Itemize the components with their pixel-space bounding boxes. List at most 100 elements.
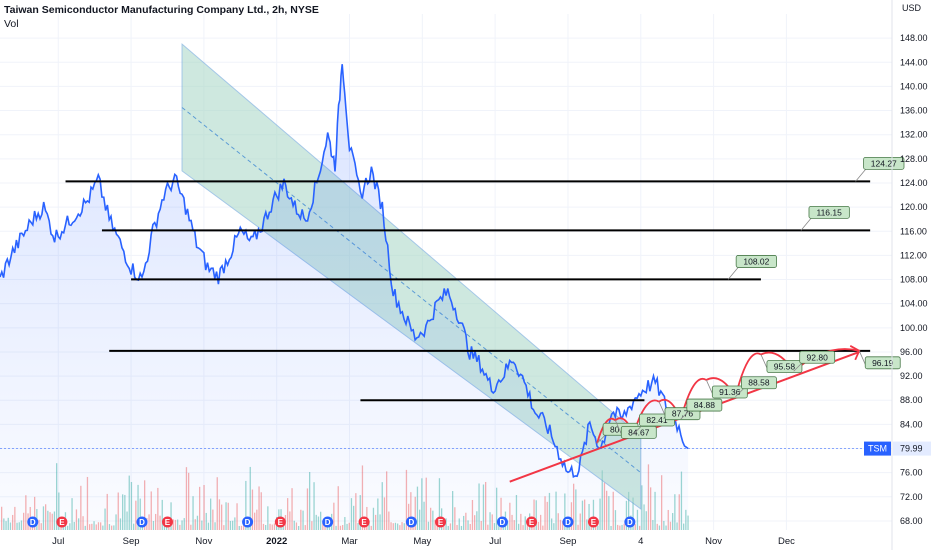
x-tick-label: Mar — [341, 536, 357, 547]
callout-leader — [793, 362, 802, 372]
y-tick-label: 116.00 — [900, 226, 927, 236]
callout-box — [686, 398, 723, 412]
callout-leader — [735, 388, 744, 398]
callout-text: 96.19 — [872, 358, 894, 368]
callout-leader — [680, 410, 690, 420]
event-marker — [526, 516, 538, 528]
y-tick-label: 96.00 — [900, 347, 923, 357]
callout-text: 92.80 — [807, 352, 829, 362]
event-marker — [624, 516, 636, 528]
x-tick-label: Jul — [489, 536, 501, 547]
callout-text: 124.27 — [871, 158, 897, 168]
event-marker-label: D — [627, 518, 633, 527]
x-tick-label: Nov — [705, 536, 722, 547]
callout-box — [864, 356, 901, 370]
y-tick-label: 112.00 — [900, 250, 927, 260]
event-marker — [405, 516, 417, 528]
y-tick-label: 128.00 — [900, 154, 928, 164]
event-marker — [587, 516, 599, 528]
event-marker-label: E — [59, 518, 65, 527]
event-marker-label: D — [409, 518, 415, 527]
callout-box — [735, 255, 777, 268]
event-marker — [27, 516, 39, 528]
y-tick-label: 144.00 — [900, 57, 928, 67]
callout-box — [799, 350, 836, 364]
callout-box — [711, 385, 748, 399]
y-tick-label: 132.00 — [900, 130, 928, 140]
event-marker — [274, 516, 286, 528]
callout-text: 87.76 — [672, 409, 694, 419]
x-tick-label: Sep — [123, 536, 140, 547]
last-price-text: 79.99 — [900, 444, 923, 454]
event-marker — [136, 516, 148, 528]
callout-text: 84.67 — [628, 427, 650, 437]
callout-text: 116.15 — [816, 207, 842, 217]
callout-leader — [855, 169, 866, 182]
y-tick-label: 76.00 — [900, 468, 923, 478]
y-tick-label: 100.00 — [900, 323, 928, 333]
callout-text: 108.02 — [743, 256, 769, 266]
horizontal-levels[interactable] — [65, 180, 871, 402]
callout-text: 84.88 — [694, 400, 716, 410]
chart-header: Taiwan Semiconductor Manufacturing Compa… — [4, 3, 319, 31]
event-marker-label: E — [165, 518, 171, 527]
callout-text: 80.87 — [610, 424, 632, 434]
event-marker-label: E — [278, 518, 284, 527]
callout-leader — [633, 425, 642, 435]
event-marker-label: D — [139, 518, 145, 527]
event-marker-label: D — [565, 518, 571, 527]
event-marker-label: E — [361, 518, 367, 527]
callout-box — [808, 205, 850, 219]
last-price-tag — [893, 441, 931, 456]
x-axis: Jul Sep Nov 2022 Mar May Jul Sep 4 Nov Dec — [52, 536, 795, 547]
symbol-tag-text: TSM — [868, 444, 887, 454]
callout-leader — [596, 434, 606, 444]
symbol-tag — [864, 441, 891, 456]
y-tick-label: 104.00 — [900, 299, 928, 309]
y-tick-label: 124.00 — [900, 178, 928, 188]
x-tick-label: Dec — [778, 536, 795, 547]
price-series-line — [0, 64, 689, 478]
event-marker — [242, 516, 254, 528]
event-marker — [496, 516, 508, 528]
x-tick-label: Nov — [195, 536, 212, 547]
event-marker-label: E — [591, 518, 597, 527]
callout-box — [741, 376, 777, 390]
price-area — [0, 64, 689, 530]
x-tick-label: 4 — [638, 536, 643, 547]
callout-leader — [800, 218, 812, 231]
projection-segment — [596, 417, 616, 444]
y-tick-label: 84.00 — [900, 419, 923, 429]
event-marker-label: E — [438, 518, 444, 527]
y-tick-label: 72.00 — [900, 492, 923, 502]
vol-label: Vol — [4, 18, 19, 30]
x-tick-label: May — [413, 536, 431, 547]
callout-text: 82.41 — [646, 415, 668, 425]
callout-box — [620, 425, 657, 439]
y-tick-label: 148.00 — [900, 33, 928, 43]
projection-arrowhead — [849, 345, 861, 361]
callout-text: 95.58 — [774, 361, 796, 371]
currency-label: USD — [902, 3, 922, 13]
y-tick-label: 120.00 — [900, 202, 928, 212]
event-marker — [562, 516, 574, 528]
event-marker-label: D — [30, 518, 36, 527]
event-marker-label: D — [245, 518, 251, 527]
event-marker — [435, 516, 447, 528]
chart-title: Taiwan Semiconductor Manufacturing Compa… — [4, 4, 319, 16]
x-tick-label: 2022 — [266, 536, 287, 547]
event-marker — [56, 516, 68, 528]
price-line[interactable] — [0, 64, 689, 478]
callout-text: 88.58 — [748, 378, 770, 388]
callout-box — [766, 360, 803, 373]
event-marker — [161, 516, 173, 528]
event-marker-label: E — [529, 518, 535, 527]
y-tick-label: 92.00 — [900, 371, 923, 381]
y-tick-label: 140.00 — [900, 81, 928, 91]
event-marker-label: D — [500, 518, 506, 527]
callout-box — [863, 156, 905, 170]
